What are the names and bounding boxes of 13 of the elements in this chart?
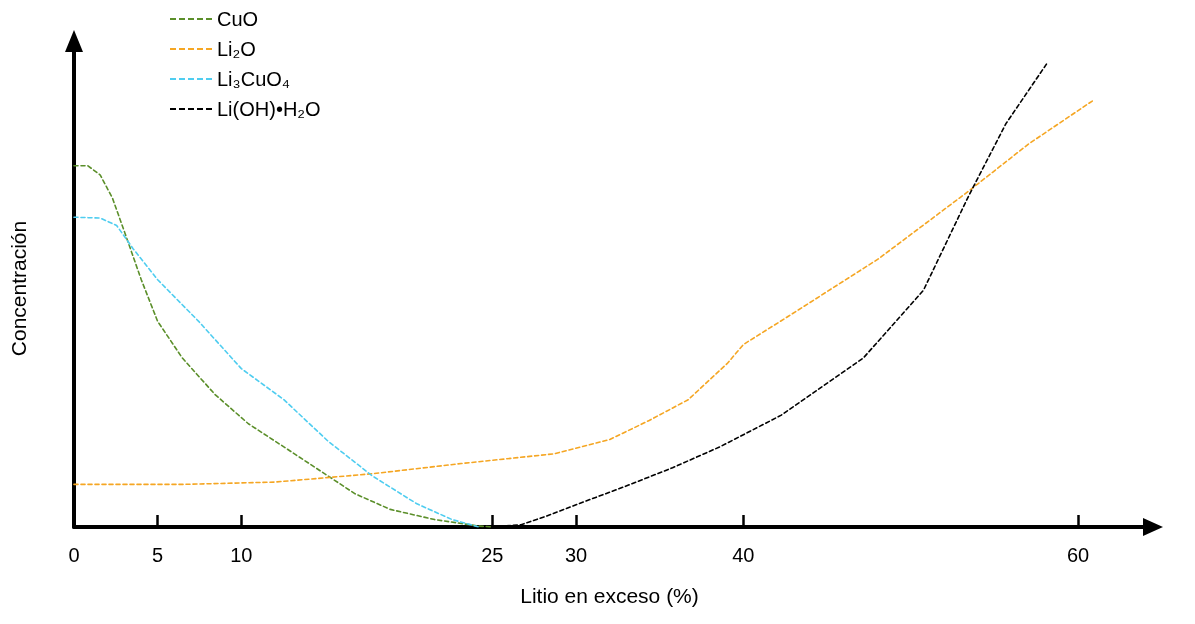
legend-label: Li₂O <box>217 38 256 60</box>
x-tick-label: 30 <box>564 544 588 566</box>
y-axis-title: Concentración <box>7 220 30 357</box>
legend-label: Li₃CuO₄ <box>217 68 290 90</box>
x-tick-label: 5 <box>152 544 164 566</box>
x-axis-title: Litio en exceso (%) <box>520 584 699 607</box>
x-tick-label: 10 <box>230 544 253 566</box>
legend-label: Li(OH)•H₂O <box>217 98 321 120</box>
x-tick-label: 40 <box>732 544 755 566</box>
x-tick-label: 0 <box>68 544 80 566</box>
legend-label: CuO <box>217 8 259 30</box>
x-tick-label: 60 <box>1066 544 1090 566</box>
x-tick-label: 25 <box>481 544 504 566</box>
